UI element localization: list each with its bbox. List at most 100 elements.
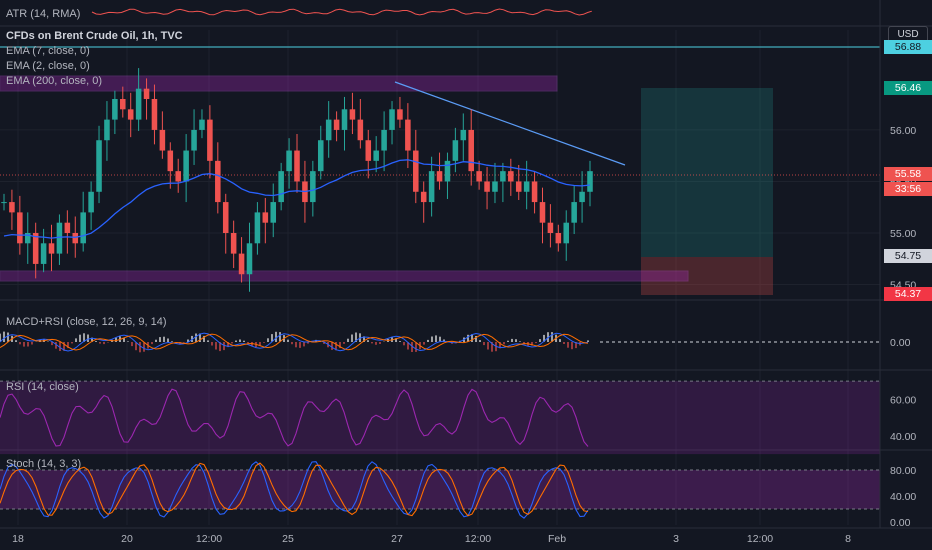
- candle: [523, 160, 530, 210]
- candle: [539, 187, 546, 244]
- candle-body: [151, 99, 158, 130]
- ema200-label[interactable]: EMA (200, close, 0): [6, 75, 102, 87]
- stoch-y-tick: 80.00: [890, 465, 916, 477]
- x-tick-label: 12:00: [465, 533, 491, 545]
- indicators: [0, 8, 880, 519]
- candle: [397, 96, 403, 128]
- candle-body: [357, 119, 364, 141]
- candle: [48, 224, 55, 272]
- candle-body: [468, 129, 474, 172]
- resistance-zone[interactable]: [0, 75, 558, 92]
- candle-body: [349, 109, 356, 120]
- candle-body: [531, 181, 538, 203]
- loss-zone[interactable]: [641, 257, 773, 295]
- rsi-y-tick: 60.00: [890, 394, 916, 406]
- candle: [207, 105, 213, 179]
- atr-label[interactable]: ATR (14, RMA): [6, 8, 81, 20]
- stoch-y-tick: 40.00: [890, 491, 916, 503]
- candle: [159, 111, 166, 159]
- candle-body: [104, 119, 110, 141]
- candle: [112, 90, 118, 135]
- candle-body: [1, 202, 7, 204]
- candle: [563, 210, 570, 261]
- candle-body: [56, 222, 63, 254]
- candle: [579, 171, 585, 223]
- trend-line[interactable]: [394, 81, 626, 166]
- candle-body: [389, 109, 395, 130]
- candles[interactable]: [1, 68, 593, 292]
- candle-body: [547, 222, 554, 233]
- candle-body: [246, 243, 253, 275]
- candle: [428, 156, 435, 217]
- candle: [405, 103, 411, 169]
- candle-body: [405, 119, 411, 151]
- y-tick-label: 56.00: [890, 125, 916, 137]
- candle-body: [222, 202, 229, 233]
- candle-body: [555, 233, 562, 244]
- ema7-label[interactable]: EMA (7, close, 0): [6, 45, 90, 57]
- candle: [484, 167, 490, 210]
- candle-body: [428, 171, 435, 203]
- candle: [17, 195, 23, 255]
- profit-zone[interactable]: [641, 88, 773, 257]
- candle-body: [183, 150, 189, 182]
- candle: [555, 224, 562, 252]
- candle: [262, 197, 269, 244]
- candle-body: [444, 160, 451, 182]
- stop-zone-price-tag: 54.75: [884, 249, 932, 263]
- rsi-label[interactable]: RSI (14, close): [6, 381, 79, 393]
- candle-body: [24, 233, 31, 244]
- stop-price-tag: 54.37: [884, 287, 932, 301]
- macd-y-tick: 0.00: [890, 337, 911, 349]
- candle: [365, 129, 372, 179]
- candle-body: [262, 212, 269, 223]
- x-tick-label: 25: [282, 533, 294, 545]
- candle: [413, 129, 419, 204]
- candle: [373, 136, 379, 173]
- candle: [571, 185, 577, 235]
- support-zone[interactable]: [0, 270, 689, 282]
- candle: [104, 101, 110, 161]
- macd-label[interactable]: MACD+RSI (close, 12, 26, 9, 14): [6, 316, 167, 328]
- candle: [531, 171, 538, 214]
- candle-body: [17, 212, 23, 244]
- x-tick-label: Feb: [548, 533, 566, 545]
- candle: [389, 101, 395, 145]
- x-tick-label: 12:00: [196, 533, 222, 545]
- stoch-y-tick: 0.00: [890, 517, 911, 529]
- candle-body: [278, 171, 284, 203]
- candle-body: [508, 171, 514, 182]
- candle: [500, 162, 506, 203]
- candle-body: [127, 109, 134, 120]
- candle-body: [325, 119, 332, 141]
- candle-body: [286, 150, 292, 172]
- candle-body: [413, 150, 419, 192]
- rsi-y-tick: 40.00: [890, 431, 916, 443]
- candle-body: [587, 171, 593, 192]
- candle: [120, 86, 126, 118]
- candle: [191, 109, 197, 165]
- candle-body: [175, 171, 181, 182]
- candle-body: [238, 253, 245, 275]
- stoch-k-line: [0, 461, 589, 519]
- candle-body: [317, 140, 324, 172]
- currency-button[interactable]: USD: [888, 26, 928, 44]
- candle: [436, 152, 443, 190]
- candle: [278, 162, 284, 211]
- candle-body: [571, 202, 577, 223]
- ema200-line: [3, 159, 591, 239]
- candle-body: [294, 150, 300, 182]
- candle: [317, 125, 324, 180]
- stoch-label[interactable]: Stoch (14, 3, 3): [6, 458, 82, 470]
- candle: [420, 181, 427, 223]
- candle: [135, 68, 142, 131]
- ema2-label[interactable]: EMA (2, close, 0): [6, 60, 90, 72]
- candle: [452, 127, 459, 173]
- candle-body: [191, 129, 197, 151]
- candle-body: [112, 99, 118, 120]
- candle: [587, 160, 593, 207]
- x-tick-label: 3: [673, 533, 679, 545]
- candle: [56, 214, 63, 265]
- x-tick-label: 18: [12, 533, 24, 545]
